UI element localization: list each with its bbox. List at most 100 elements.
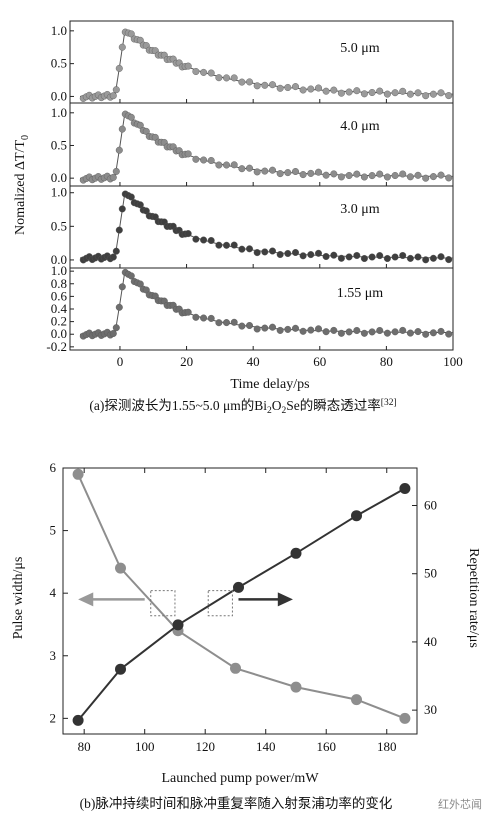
- data-point: [422, 92, 430, 100]
- data-point: [261, 81, 269, 89]
- data-point: [360, 90, 368, 98]
- data-point: [230, 74, 238, 82]
- data-point: [345, 171, 353, 179]
- data-point: [112, 247, 120, 255]
- data-point: [429, 254, 437, 262]
- y-tick-label: 0.6: [51, 288, 68, 303]
- data-point: [245, 164, 253, 172]
- data-point: [307, 85, 315, 93]
- data-point: [368, 88, 376, 96]
- caption-a-mid1: O: [272, 398, 282, 413]
- data-point: [437, 89, 445, 97]
- y-tick-label: 1.0: [51, 105, 67, 120]
- data-point: [376, 170, 384, 178]
- x-tick-label: 80: [78, 739, 91, 754]
- data-point: [315, 84, 323, 92]
- data-point: [284, 83, 292, 91]
- data-point: [215, 74, 223, 82]
- data-point: [315, 168, 323, 176]
- x-tick-label: 40: [247, 354, 260, 369]
- data-point: [337, 254, 345, 262]
- subplot-2: 0.0 0.5 1.0 3.0 μm: [51, 185, 454, 269]
- data-point: [118, 205, 126, 213]
- data-point: [215, 241, 223, 249]
- data-point: [115, 146, 123, 154]
- y-tick-label-right: 60: [424, 498, 437, 513]
- data-point: [292, 324, 300, 332]
- x-tick-label: 60: [313, 354, 326, 369]
- data-point: [429, 329, 437, 337]
- data-point: [192, 155, 200, 163]
- data-point: [315, 249, 323, 257]
- data-point: [207, 156, 215, 164]
- series-point-right: [399, 483, 411, 494]
- caption-a-prefix: (a)探测波长为1.55~5.0 μm的Bi: [89, 398, 267, 413]
- series-point-left: [290, 681, 302, 693]
- data-point: [238, 322, 246, 330]
- data-point: [368, 253, 376, 261]
- y-tick-label-left: 6: [50, 460, 57, 475]
- data-point: [292, 83, 300, 91]
- data-point: [192, 235, 200, 243]
- data-point: [136, 201, 144, 209]
- panel-a-ylabel: Nomalized ΔT/T0: [13, 135, 31, 235]
- series-point-right: [72, 714, 84, 726]
- y-tick-label: 0.5: [51, 137, 67, 152]
- series-point-right: [115, 663, 126, 675]
- panel-a-xlabel: Time delay/ps: [230, 377, 309, 392]
- data-point: [399, 326, 407, 334]
- wavelength-label: 5.0 μm: [340, 41, 380, 56]
- data-point: [322, 171, 330, 179]
- data-point: [445, 92, 453, 100]
- data-point: [445, 174, 453, 182]
- y-tick-label: 0.0: [51, 252, 67, 267]
- series-line-right: [77, 487, 406, 722]
- y-tick-label-right: 40: [424, 634, 437, 649]
- data-point: [368, 328, 376, 336]
- caption-a-sub2: 2: [282, 406, 287, 416]
- data-point: [414, 89, 422, 97]
- data-point: [184, 150, 192, 158]
- data-point: [207, 236, 215, 244]
- data-point: [360, 329, 368, 337]
- data-point: [284, 325, 292, 333]
- data-point: [112, 324, 120, 332]
- data-point: [345, 88, 353, 96]
- data-point: [337, 173, 345, 181]
- data-point: [112, 167, 120, 175]
- data-point: [215, 319, 223, 327]
- data-point: [136, 121, 144, 129]
- x-tick-label: 80: [380, 354, 393, 369]
- data-point: [200, 68, 208, 76]
- data-point: [337, 89, 345, 97]
- data-point: [253, 325, 261, 333]
- series-point-left: [230, 662, 241, 674]
- data-point: [322, 328, 330, 336]
- data-point: [261, 324, 269, 332]
- data-point: [115, 303, 123, 311]
- y-tick-label: 1.0: [51, 23, 67, 38]
- data-point: [422, 174, 430, 182]
- panel-b-ylabel-right: Repetition rate/μs: [466, 548, 481, 648]
- data-point: [200, 236, 208, 244]
- data-point: [192, 313, 200, 321]
- data-point: [269, 323, 277, 331]
- data-point: [276, 84, 284, 92]
- y-tick-label: 1.0: [51, 185, 67, 200]
- y-tick-label: 1.0: [51, 263, 67, 278]
- y-tick-label-right: 30: [424, 702, 437, 717]
- data-point: [238, 245, 246, 253]
- data-point: [284, 249, 292, 257]
- y-tick-label-right: 50: [424, 566, 437, 581]
- data-point: [406, 254, 414, 262]
- data-point: [200, 314, 208, 322]
- data-point: [307, 251, 315, 259]
- x-tick-label: 180: [377, 739, 397, 754]
- y-tick-label: -0.2: [46, 339, 67, 354]
- data-point: [307, 169, 315, 177]
- data-point: [222, 241, 230, 249]
- data-point: [376, 252, 384, 260]
- data-point: [284, 169, 292, 177]
- data-point: [276, 250, 284, 258]
